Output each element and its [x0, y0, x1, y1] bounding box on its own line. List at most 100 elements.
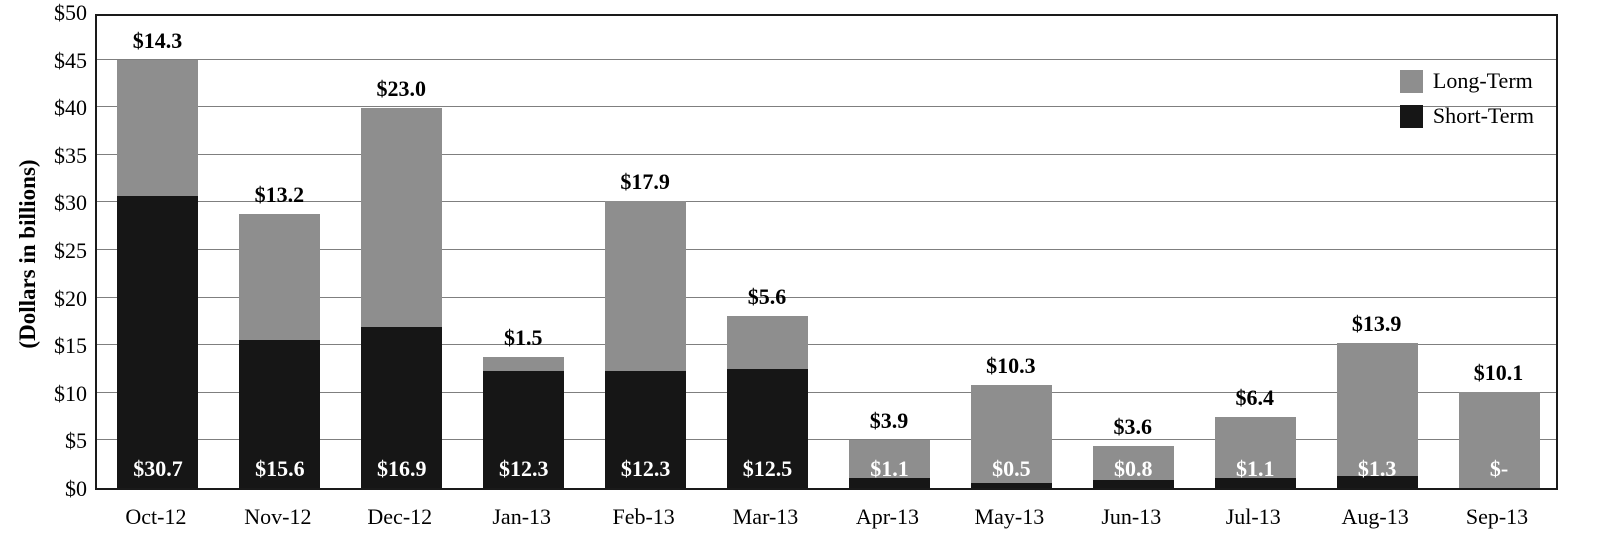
long-term-segment: [605, 200, 687, 371]
legend-item-short-term: Short-Term: [1399, 103, 1534, 129]
long-term-segment: [1092, 446, 1174, 481]
long-term-value-label: $23.0: [376, 76, 427, 102]
short-term-segment: [727, 369, 809, 488]
short-term-value-label: $1.1: [1235, 456, 1275, 481]
gridline: [97, 439, 1556, 441]
long-term-value-label: $10.1: [1473, 359, 1524, 385]
short-term-segment: [970, 483, 1052, 488]
bar-group: $16.9 $23.0: [361, 12, 443, 488]
short-term-value-label: $1.1: [870, 456, 909, 481]
short-term-value-label: $15.6: [255, 456, 305, 481]
short-term-value-label: $12.5: [742, 456, 793, 481]
gridline: [97, 106, 1556, 108]
long-term-value-label: $17.9: [620, 168, 670, 194]
short-term-value-label: $16.9: [377, 456, 427, 481]
short-term-segment: [1214, 477, 1296, 488]
bar-group: $- $10.1: [1458, 12, 1540, 488]
gridline: [97, 391, 1556, 393]
y-tick-label: $0: [65, 476, 87, 501]
long-term-segment: [1458, 391, 1540, 488]
short-term-value-label: $12.3: [620, 456, 671, 481]
y-tick-label: $40: [54, 95, 87, 121]
long-term-segment: [117, 59, 199, 196]
x-tick-label: May-13: [974, 504, 1045, 529]
short-term-segment: [605, 370, 687, 488]
bar-group: $12.3 $1.5: [483, 12, 565, 488]
short-term-segment: [361, 327, 443, 488]
y-tick-label: $50: [54, 0, 87, 25]
x-tick-label: Sep-13: [1465, 504, 1529, 529]
gridline: [97, 58, 1556, 60]
bar-group: $15.6 $13.2: [239, 12, 321, 488]
legend: Long-Term Short-Term: [1399, 68, 1534, 129]
short-term-swatch-icon: [1399, 104, 1423, 128]
gridline: [97, 344, 1556, 346]
short-term-segment: [483, 370, 565, 488]
x-tick-label: Feb-13: [612, 504, 675, 529]
short-term-value-label: $0.8: [1114, 456, 1153, 481]
legend-label-long-term: Long-Term: [1432, 68, 1533, 93]
y-tick-label: $20: [54, 285, 87, 311]
x-tick-label: Aug-13: [1341, 504, 1409, 529]
plot-area: Long-Term Short-Term $30.7 $14.3 $15.6 $13.…: [95, 14, 1558, 490]
short-term-value-label: $0.5: [992, 456, 1031, 481]
legend-item-long-term: Long-Term: [1399, 68, 1534, 94]
long-term-value-label: $3.6: [1113, 414, 1153, 440]
x-tick-label: Apr-13: [855, 504, 919, 529]
x-tick-label: Jul-13: [1225, 504, 1281, 529]
long-term-value-label: $1.5: [503, 324, 543, 350]
y-tick-label: $5: [65, 428, 87, 454]
bar-group: $1.3 $13.9: [1336, 12, 1418, 488]
y-tick-label: $25: [54, 238, 87, 263]
short-term-segment: [1336, 475, 1418, 488]
x-tick-label: Nov-12: [244, 504, 312, 529]
legend-label-short-term: Short-Term: [1432, 103, 1534, 128]
long-term-segment: [483, 356, 565, 371]
long-term-segment: [727, 315, 809, 369]
gridline: [97, 296, 1556, 298]
long-term-value-label: $10.3: [986, 353, 1036, 379]
x-tick-label: Oct-12: [125, 504, 187, 529]
x-tick-label: Mar-13: [732, 504, 799, 529]
long-term-segment: [1336, 343, 1418, 476]
long-term-value-label: $13.9: [1351, 311, 1402, 337]
short-term-segment: [239, 339, 321, 488]
short-term-value-label: $1.3: [1357, 456, 1397, 481]
short-term-segment: [1092, 480, 1174, 488]
bar-group: $30.7 $14.3: [117, 12, 199, 488]
bar-group: $1.1 $6.4: [1214, 12, 1296, 488]
long-term-swatch-icon: [1399, 69, 1423, 93]
bar-group: $0.5 $10.3: [970, 12, 1052, 488]
y-tick-label: $30: [54, 190, 87, 216]
gridline: [97, 153, 1556, 155]
y-tick-label: $35: [54, 142, 87, 168]
long-term-value-label: $14.3: [132, 27, 183, 53]
bar-group: $1.1 $3.9: [848, 12, 930, 488]
gridline: [97, 201, 1556, 203]
x-tick-label: Jan-13: [492, 504, 552, 529]
long-term-segment: [1214, 416, 1296, 478]
long-term-segment: [970, 385, 1052, 484]
long-term-value-label: $6.4: [1235, 384, 1274, 410]
short-term-value-label: $-: [1489, 456, 1509, 481]
short-term-segment: [117, 195, 199, 488]
long-term-value-label: $13.2: [254, 181, 305, 207]
short-term-value-label: $12.3: [498, 456, 549, 481]
short-term-segment: [848, 477, 930, 488]
x-tick-label: Dec-12: [367, 504, 433, 529]
long-term-segment: [848, 440, 930, 478]
gridline: [97, 249, 1556, 250]
x-tick-label: Jun-13: [1101, 504, 1162, 529]
bar-group: $0.8 $3.6: [1092, 12, 1174, 488]
short-term-value-label: $30.7: [133, 456, 183, 481]
y-tick-label: $10: [54, 380, 87, 406]
long-term-segment: [239, 213, 321, 340]
y-tick-label: $15: [54, 333, 87, 359]
long-term-segment: [361, 108, 443, 328]
long-term-value-label: $3.9: [869, 408, 909, 434]
bar-group: $12.3 $17.9: [605, 12, 687, 488]
y-tick-label: $45: [54, 47, 87, 73]
long-term-value-label: $5.6: [747, 283, 787, 309]
bar-group: $12.5 $5.6: [727, 12, 809, 488]
